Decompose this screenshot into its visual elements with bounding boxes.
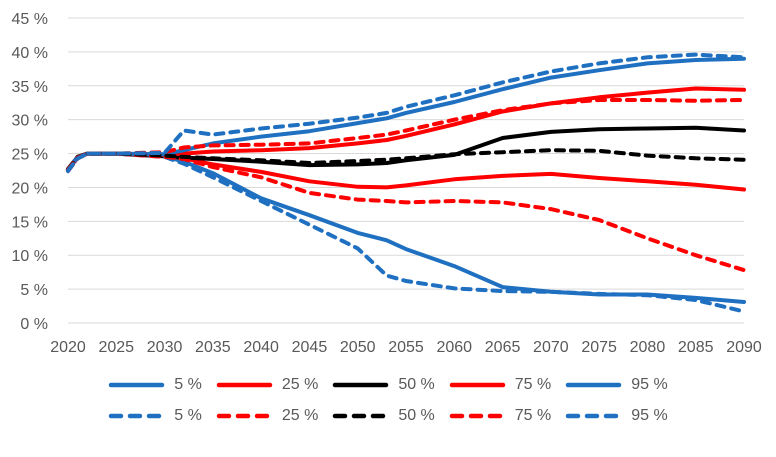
y-axis-tick-label: 0 % [20, 316, 48, 333]
x-axis-tick-label: 2035 [195, 339, 231, 356]
legend-label: 50 % [398, 407, 435, 424]
legend-item-solid-95%: 95 % [565, 376, 668, 394]
legend-dashed-line-swatch [333, 413, 389, 419]
x-axis-tick-label: 2090 [726, 339, 762, 356]
y-axis-tick-label: 20 % [12, 180, 48, 197]
legend-item-solid-75%: 75 % [449, 376, 551, 394]
series-line-dashed-25% [66, 151, 746, 273]
chart-legend: 5 % 25 % 50 % 75 % 95 % 5 % 25 % 50 % 75 % 95 % [0, 376, 776, 425]
legend-label: 95 % [631, 407, 668, 424]
legend-item-solid-25%: 25 % [216, 376, 318, 394]
legend-item-dashed-95%: 95 % [565, 407, 668, 425]
legend-label: 75 % [514, 376, 552, 393]
legend-item-dashed-50%: 50 % [332, 407, 435, 425]
legend-item-dashed-5%: 5 % [108, 407, 202, 425]
x-axis-tick-label: 2030 [147, 339, 183, 356]
x-axis-tick-label: 2040 [243, 339, 279, 356]
legend-label: 25 % [281, 376, 319, 393]
legend-item-solid-50%: 50 % [332, 376, 435, 394]
legend-item-dashed-75%: 75 % [449, 407, 551, 425]
legend-solid-line-swatch [216, 382, 273, 388]
y-axis-tick-label: 5 % [20, 282, 48, 299]
y-axis-tick-label: 30 % [12, 113, 48, 130]
y-axis-tick-label: 45 % [12, 11, 48, 28]
legend-solid-line-swatch [333, 382, 389, 388]
chart-plot-area: 0 % 5 % 10 % 15 % 20 % 25 % 30 % 35 % 40 % 45 % 20… [12, 11, 762, 356]
x-axis-tick-label: 2045 [292, 339, 328, 356]
legend-label: 50 % [398, 376, 435, 393]
y-axis-tick-label: 10 % [12, 248, 48, 265]
legend-dashed-line-swatch [449, 413, 506, 419]
legend-item-solid-5%: 5 % [108, 376, 202, 394]
x-axis-tick-label: 2060 [436, 339, 472, 356]
legend-label: 95 % [631, 376, 668, 393]
y-axis-tick-label: 25 % [12, 147, 48, 164]
x-axis-tick-label: 2070 [533, 339, 569, 356]
series-line-dashed-95% [66, 52, 746, 173]
x-axis-tick-label: 2025 [98, 339, 134, 356]
x-axis-tick-label: 2065 [485, 339, 521, 356]
series-line-dashed-5% [66, 151, 746, 314]
plot-wrap: 0 % 5 % 10 % 15 % 20 % 25 % 30 % 35 % 40 % 45 % 20… [12, 11, 762, 356]
x-axis-tick-label: 2050 [340, 339, 376, 356]
legend-item-dashed-25%: 25 % [216, 407, 318, 425]
legend-dashed-line-swatch [566, 413, 622, 419]
legend-solid-line-swatch [109, 382, 165, 388]
legend-dashed-line-swatch [109, 413, 165, 419]
x-axis-tick-label: 2055 [388, 339, 424, 356]
y-axis-tick-label: 35 % [12, 79, 48, 96]
legend-label: 75 % [514, 407, 552, 424]
legend-row-dashed: 5 % 25 % 50 % 75 % 95 % [101, 407, 674, 425]
x-axis-tick-label: 2080 [630, 339, 666, 356]
x-axis-tick-label: 2075 [581, 339, 617, 356]
y-axis-tick-label: 15 % [12, 214, 48, 231]
legend-label: 5 % [174, 407, 202, 424]
legend-label: 25 % [281, 407, 319, 424]
legend-solid-line-swatch [449, 382, 506, 388]
y-axis-tick-label: 40 % [12, 45, 48, 62]
legend-row-solid: 5 % 25 % 50 % 75 % 95 % [101, 376, 674, 394]
legend-dashed-line-swatch [216, 413, 273, 419]
legend-label: 5 % [174, 376, 202, 393]
x-axis-tick-label: 2020 [50, 339, 86, 356]
x-axis-tick-label: 2085 [678, 339, 714, 356]
legend-solid-line-swatch [566, 382, 622, 388]
series-line-dashed-75% [66, 98, 746, 172]
